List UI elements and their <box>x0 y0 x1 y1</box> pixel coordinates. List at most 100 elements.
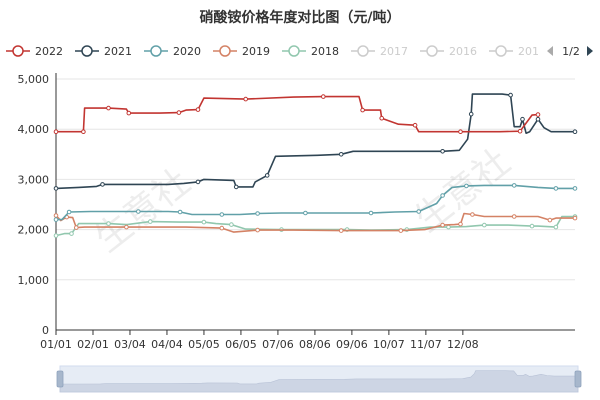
data-point-2021[interactable] <box>508 92 513 98</box>
legend-item-2018[interactable]: 2018 <box>282 45 339 58</box>
data-point-2022[interactable] <box>458 129 463 134</box>
data-point-2021[interactable] <box>233 184 239 190</box>
data-point-2021[interactable] <box>195 179 201 185</box>
data-point-2020[interactable] <box>219 212 225 217</box>
data-point-2019[interactable] <box>255 227 260 233</box>
y-tick-label: 5,000 <box>18 73 50 86</box>
data-point-2019[interactable] <box>338 228 344 233</box>
data-point-2019[interactable] <box>124 224 129 230</box>
data-point-2022[interactable] <box>106 105 111 111</box>
x-tick-label: 07/06 <box>262 338 294 351</box>
data-point-2022[interactable] <box>535 112 541 117</box>
y-tick-label: 4,000 <box>18 123 50 136</box>
legend-item-2022[interactable]: 2022 <box>6 45 63 58</box>
data-point-2019[interactable] <box>572 215 578 221</box>
data-point-2018[interactable] <box>148 219 153 224</box>
data-point-2019[interactable] <box>511 214 517 219</box>
y-tick-label: 1,000 <box>18 274 50 287</box>
legend-marker-icon <box>495 45 507 57</box>
x-tick-label: 06/05 <box>225 338 257 351</box>
data-point-2022[interactable] <box>81 129 86 134</box>
legend-item-2016[interactable]: 2016 <box>420 45 477 58</box>
data-point-2018[interactable] <box>529 223 535 229</box>
x-tick-label: 03/04 <box>114 338 146 351</box>
data-point-2018[interactable] <box>229 222 234 227</box>
data-point-2019[interactable] <box>547 217 553 223</box>
data-point-2021[interactable] <box>520 116 525 122</box>
data-point-2022[interactable] <box>321 94 326 99</box>
data-point-2022[interactable] <box>195 107 201 112</box>
data-zoom-slider[interactable] <box>56 365 582 393</box>
data-point-2020[interactable] <box>303 210 308 216</box>
chart-title: 硝酸铵价格年度对比图（元/吨） <box>199 9 400 26</box>
data-point-2020[interactable] <box>368 210 374 216</box>
legend-marker-icon <box>150 45 162 57</box>
data-point-2018[interactable] <box>446 224 451 230</box>
data-point-2018[interactable] <box>69 231 74 236</box>
legend-page-indicator: 1/2 <box>562 45 580 58</box>
data-point-2019[interactable] <box>53 213 59 218</box>
data-point-2022[interactable] <box>53 129 59 134</box>
data-point-2021[interactable] <box>535 116 541 122</box>
watermarks: 生意社 生意社 <box>88 142 518 261</box>
data-point-2020[interactable] <box>416 209 422 214</box>
legend-label: 2016 <box>449 45 477 58</box>
legend-item-2019[interactable]: 2019 <box>213 45 270 58</box>
x-tick-label: 05/05 <box>188 338 220 351</box>
data-point-2020[interactable] <box>511 183 517 188</box>
x-tick-label: 04/04 <box>151 338 183 351</box>
data-point-2018[interactable] <box>53 233 59 238</box>
legend-label: 2018 <box>311 45 339 58</box>
data-point-2018[interactable] <box>553 224 559 230</box>
data-point-2020[interactable] <box>177 209 183 215</box>
data-point-2020[interactable] <box>66 209 72 215</box>
y-tick-label: 3,000 <box>18 173 50 186</box>
legend-marker-icon <box>12 45 24 57</box>
x-tick-label: 10/07 <box>373 338 405 351</box>
data-point-2021[interactable] <box>100 182 105 187</box>
zoom-handle-left[interactable] <box>56 370 64 388</box>
data-point-2022[interactable] <box>176 110 182 115</box>
data-point-2020[interactable] <box>440 193 445 198</box>
data-point-2018[interactable] <box>201 219 207 225</box>
data-point-2021[interactable] <box>264 173 270 178</box>
data-point-2021[interactable] <box>53 186 59 191</box>
legend-item-2017[interactable]: 2017 <box>351 45 408 58</box>
data-point-2021[interactable] <box>338 152 344 157</box>
data-point-2020[interactable] <box>553 186 559 191</box>
data-point-2019[interactable] <box>219 225 225 231</box>
legend-item-2021[interactable]: 2021 <box>75 45 132 58</box>
data-point-2020[interactable] <box>464 183 469 189</box>
legend-next-page-icon[interactable] <box>587 46 593 56</box>
data-point-2022[interactable] <box>517 128 523 134</box>
legend-label: 2017 <box>380 45 408 58</box>
grid <box>56 78 575 331</box>
legend-item-2020[interactable]: 2020 <box>144 45 201 58</box>
x-tick-label: 09/06 <box>336 338 368 351</box>
data-point-2018[interactable] <box>106 221 111 226</box>
data-point-2019[interactable] <box>470 212 475 217</box>
data-point-2020[interactable] <box>572 186 578 191</box>
data-point-2022[interactable] <box>126 110 132 116</box>
data-point-2020[interactable] <box>136 209 141 214</box>
data-point-2022[interactable] <box>412 122 418 128</box>
series-line-2018 <box>55 215 575 237</box>
data-point-2019[interactable] <box>398 228 404 233</box>
data-point-2019[interactable] <box>458 221 463 227</box>
data-point-2018[interactable] <box>482 222 487 228</box>
data-point-2021[interactable] <box>468 111 474 117</box>
data-point-2021[interactable] <box>440 149 445 154</box>
data-point-2022[interactable] <box>379 115 385 121</box>
legend: 2022 2021 2020 2019 2018 2017 2016 201 1/2 <box>6 45 593 58</box>
data-point-2022[interactable] <box>360 107 365 113</box>
data-point-2020[interactable] <box>53 217 59 222</box>
data-point-2019[interactable] <box>74 225 79 230</box>
legend-item-201[interactable]: 201 <box>489 45 539 58</box>
data-point-2020[interactable] <box>255 211 260 216</box>
data-point-2019[interactable] <box>440 222 445 228</box>
zoom-handle-right[interactable] <box>574 370 582 388</box>
legend-prev-page-icon[interactable] <box>547 46 553 56</box>
data-point-2022[interactable] <box>243 96 248 102</box>
data-point-2021[interactable] <box>572 129 578 134</box>
